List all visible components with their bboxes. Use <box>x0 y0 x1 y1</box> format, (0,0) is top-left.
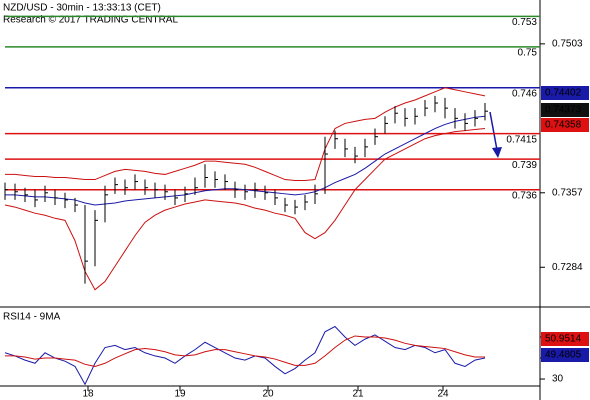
rsi-tick-label: 30 <box>552 374 564 385</box>
chart-title: NZD/USD - 30min - 13:33:13 (CET) <box>3 3 161 14</box>
level-label: 0.736 <box>512 190 537 201</box>
level-label: 0.75 <box>518 48 538 59</box>
forecast-arrow <box>489 111 498 151</box>
rsi-label: 50.9514 <box>545 334 582 345</box>
price-label-box <box>541 103 589 117</box>
x-tick-label: 19 <box>174 389 186 400</box>
price-label: 0.74402 <box>545 88 582 99</box>
price-label: 0.74358 <box>545 120 582 131</box>
level-label: 0.753 <box>512 17 537 28</box>
rsi-label-box <box>541 348 589 362</box>
rsi-line <box>4 325 486 386</box>
price-label-box <box>541 86 589 100</box>
x-tick-label: 21 <box>352 389 364 400</box>
rsi-label-box <box>541 332 589 346</box>
level-label: 0.7415 <box>506 134 537 145</box>
level-label: 0.739 <box>512 160 537 171</box>
y-tick-label: 0.7503 <box>552 39 583 50</box>
rsi-title: RSI14 - 9MA <box>3 312 61 323</box>
price-label: 0.74373 <box>545 105 582 116</box>
y-tick-label: 0.7284 <box>552 262 583 273</box>
price-label-box <box>541 118 589 132</box>
indicator-line <box>5 87 486 182</box>
rsi-line <box>5 335 485 367</box>
y-tick-label: 0.7357 <box>552 187 583 198</box>
level-label: 0.746 <box>512 88 537 99</box>
forecast-arrow-head <box>492 147 502 158</box>
x-tick-label: 24 <box>437 389 449 400</box>
x-tick-label: 18 <box>82 389 94 400</box>
chart-subtitle: Research © 2017 TRADING CENTRAL <box>3 15 178 26</box>
x-tick-label: 20 <box>262 389 274 400</box>
rsi-label: 49.4805 <box>545 350 582 361</box>
